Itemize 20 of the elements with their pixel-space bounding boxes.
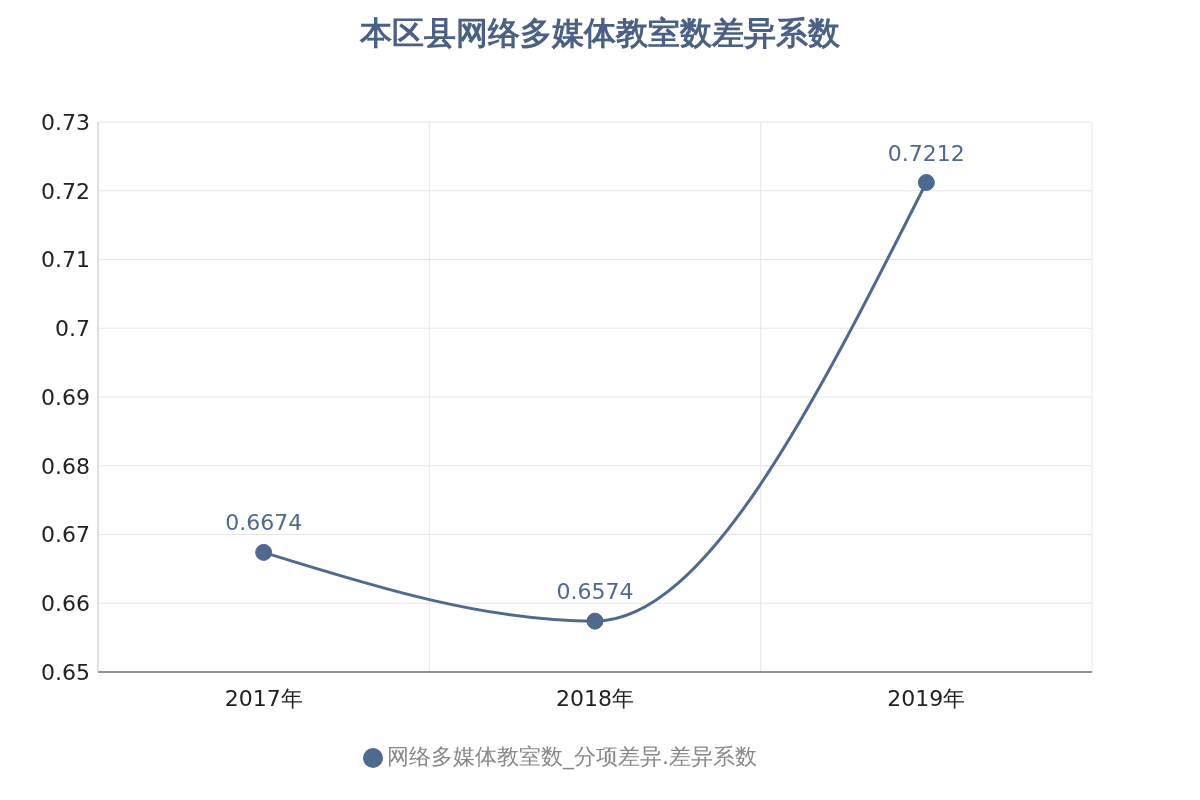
- y-tick-label: 0.68: [41, 453, 90, 479]
- x-tick-label: 2018年: [556, 685, 634, 711]
- y-tick-label: 0.71: [41, 247, 90, 273]
- y-tick-label: 0.67: [41, 522, 90, 548]
- data-label: 0.6674: [225, 510, 303, 536]
- legend-label: 网络多媒体教室数_分项差异.差异系数: [387, 744, 757, 769]
- y-tick-label: 0.69: [41, 384, 90, 410]
- y-tick-label: 0.66: [41, 591, 90, 617]
- y-tick-label: 0.7: [55, 316, 90, 342]
- x-tick-label: 2017年: [224, 685, 303, 711]
- point: [917, 174, 935, 191]
- data-label: 0.6574: [556, 579, 634, 605]
- chart-title: 本区县网络多媒体教室数差异系数: [358, 13, 841, 54]
- y-tick-label: 0.72: [41, 178, 90, 204]
- y-tick-label: 0.65: [41, 659, 90, 685]
- point: [255, 543, 273, 561]
- x-tick-label: 2019年: [887, 685, 966, 711]
- point: [586, 612, 604, 630]
- y-tick-label: 0.73: [41, 109, 90, 135]
- data-label: 0.7212: [887, 140, 965, 166]
